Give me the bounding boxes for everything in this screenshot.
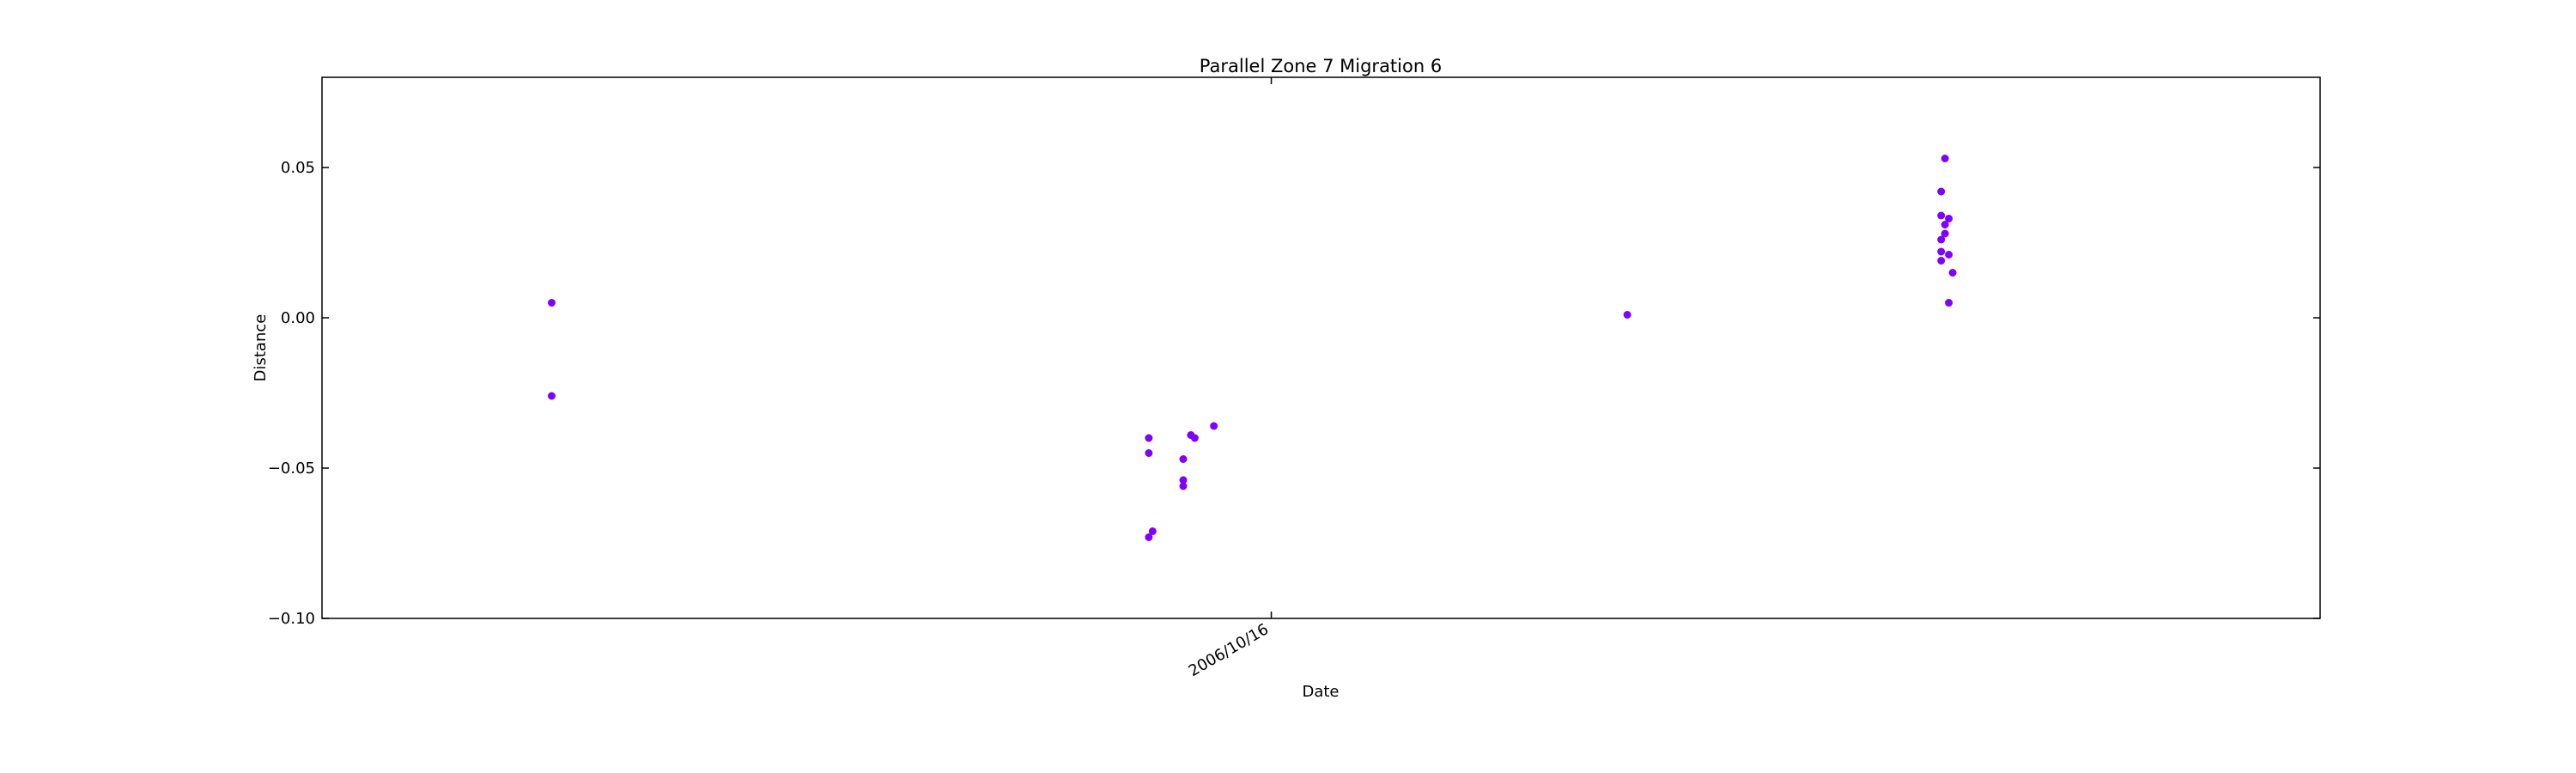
data-point	[1179, 476, 1188, 484]
y-axis-label: Distance	[252, 314, 270, 382]
data-point	[1145, 434, 1153, 442]
data-point	[1937, 211, 1946, 220]
x-axis-label: Date	[1302, 683, 1339, 701]
data-point	[547, 392, 556, 400]
data-point	[1945, 299, 1953, 307]
y-tick-label: 0.00	[281, 309, 315, 327]
y-tick-label: 0.05	[281, 159, 315, 177]
data-point	[1948, 269, 1957, 277]
data-point	[1945, 251, 1953, 259]
data-point	[1145, 449, 1153, 457]
data-point	[1179, 455, 1188, 463]
data-point	[1941, 155, 1949, 162]
data-point	[1937, 187, 1946, 196]
data-point	[1190, 434, 1199, 442]
y-tick-label: −0.10	[268, 610, 315, 628]
data-point	[1941, 221, 1949, 228]
data-point	[1148, 527, 1157, 535]
data-point	[1937, 235, 1946, 244]
data-point	[547, 299, 556, 307]
data-point	[1945, 215, 1953, 222]
data-point	[1145, 533, 1153, 541]
y-tick-label: −0.05	[268, 460, 315, 478]
chart-title: Parallel Zone 7 Migration 6	[1200, 56, 1442, 76]
data-point	[1623, 311, 1631, 319]
data-point	[1179, 482, 1188, 490]
plot-frame	[321, 76, 2321, 619]
data-point	[1937, 257, 1946, 265]
data-point	[1941, 229, 1949, 238]
data-point	[1937, 247, 1946, 256]
data-point	[1210, 422, 1218, 430]
